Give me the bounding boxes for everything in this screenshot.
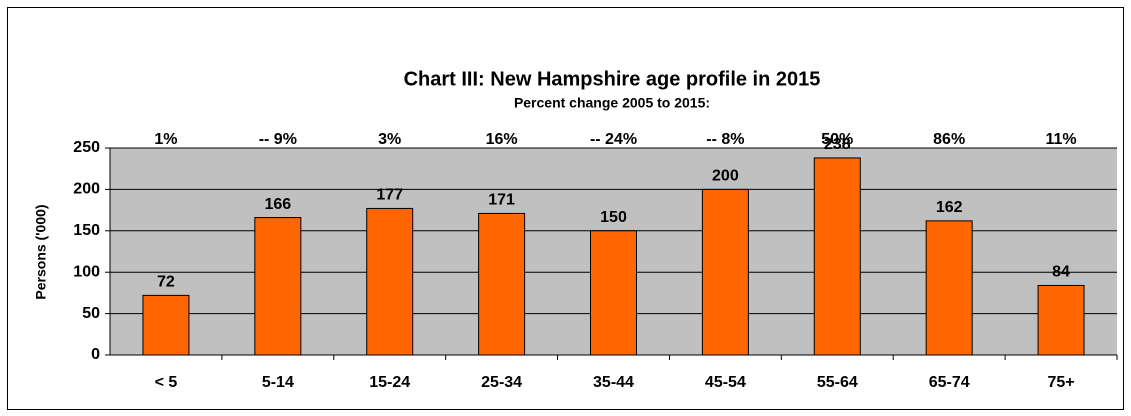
y-tick-label: 100 <box>73 263 100 280</box>
y-tick-label: 250 <box>73 139 100 156</box>
bar <box>813 157 861 356</box>
percent-change-label: -- 24% <box>590 131 637 148</box>
data-label: 238 <box>824 136 851 153</box>
y-tick-label: 150 <box>73 222 100 239</box>
chart-title: Chart III: New Hampshire age profile in … <box>404 68 821 90</box>
data-label: 200 <box>712 168 739 185</box>
percent-change-label: 11% <box>1045 131 1076 148</box>
x-tick-label: 35-44 <box>593 374 634 391</box>
bar <box>1037 284 1085 356</box>
x-tick-label: 55-64 <box>817 374 858 391</box>
y-tick-label: 200 <box>73 181 100 198</box>
bar <box>478 212 526 356</box>
y-tick-label: 0 <box>91 346 100 363</box>
y-axis-label: Persons ('000) <box>33 204 49 299</box>
x-tick-label: 75+ <box>1047 374 1074 391</box>
x-tick-label: 15-24 <box>369 374 410 391</box>
x-tick-label: 45-54 <box>705 374 746 391</box>
data-label: 166 <box>264 196 291 213</box>
y-tick-label: 50 <box>82 305 100 322</box>
data-label: 150 <box>600 209 627 226</box>
bar <box>142 294 190 356</box>
data-label: 177 <box>376 187 403 204</box>
data-label: 72 <box>157 274 175 291</box>
percent-change-label: 50% <box>821 131 853 148</box>
data-label: 171 <box>488 192 515 209</box>
data-label: 162 <box>936 199 963 216</box>
bar <box>254 217 302 356</box>
bar <box>925 220 973 356</box>
percent-change-label: -- 8% <box>706 131 744 148</box>
percent-change-label: 86% <box>933 131 965 148</box>
x-tick-label: < 5 <box>155 374 178 391</box>
data-label: 84 <box>1052 264 1070 281</box>
x-tick-label: 5-14 <box>262 374 294 391</box>
percent-change-label: -- 9% <box>259 131 297 148</box>
x-tick-label: 65-74 <box>929 374 970 391</box>
bar <box>590 230 637 356</box>
chart-subtitle: Percent change 2005 to 2015: <box>514 95 710 111</box>
bar <box>366 207 414 356</box>
bar <box>701 188 749 356</box>
percent-change-label: 16% <box>486 131 518 148</box>
percent-change-label: 1% <box>154 131 177 148</box>
x-tick-label: 25-34 <box>481 374 522 391</box>
percent-change-label: 3% <box>378 131 401 148</box>
